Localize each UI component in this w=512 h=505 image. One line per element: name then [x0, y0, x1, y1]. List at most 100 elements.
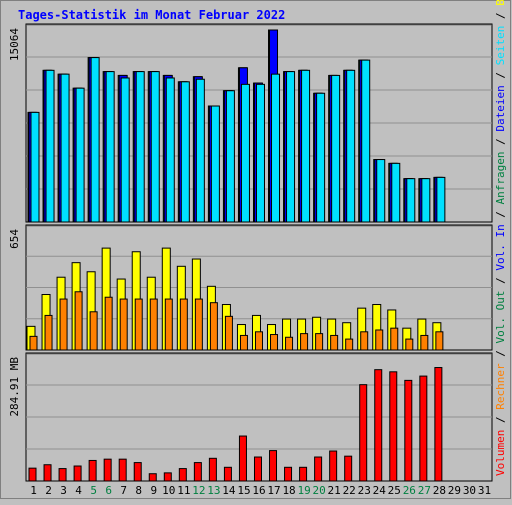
y-max-label-3: 284.91 MB — [8, 357, 21, 417]
x-tick-label: 5 — [90, 484, 97, 497]
bar-seiten — [436, 176, 446, 223]
x-tick-label: 7 — [120, 484, 127, 497]
legend-item: / — [494, 410, 507, 430]
x-axis-labels: 1 2 3 4 5 6 7 8 9 10 11 12 13 14 15 16 17 18 19 20 21 22 23 24 2… — [30, 484, 491, 497]
bar-volumen — [103, 458, 112, 482]
legend-item: Besuche — [494, 0, 507, 6]
x-tick-label: 24 — [373, 484, 387, 497]
bar-rechner — [285, 336, 294, 351]
bar-rechner — [420, 334, 429, 351]
bar-seiten — [45, 69, 55, 223]
bar-rechner — [164, 298, 173, 351]
bar-rechner — [89, 311, 98, 351]
chart-title: Tages-Statistik im Monat Februar 2022 — [18, 8, 285, 22]
bar-volumen — [434, 367, 443, 482]
legend-item: Rechner — [494, 363, 507, 410]
legend-item: Volumen — [494, 430, 507, 476]
bar-seiten — [286, 71, 296, 223]
legend-item: / — [494, 204, 507, 224]
bar-volumen — [329, 450, 338, 482]
x-tick-label: 30 — [463, 484, 476, 497]
bar-volumen — [163, 472, 172, 482]
bar-seiten — [316, 92, 326, 223]
bar-rechner — [119, 298, 128, 351]
bar-rechner — [44, 314, 53, 351]
bar-seiten — [120, 77, 130, 223]
bar-volumen — [374, 369, 383, 482]
legend-item: / — [494, 344, 507, 364]
x-tick-label: 23 — [358, 484, 371, 497]
x-tick-label: 25 — [388, 484, 401, 497]
bar-volumen — [269, 450, 278, 482]
x-tick-label: 2 — [45, 484, 52, 497]
x-tick-label: 12 — [192, 484, 205, 497]
bar-seiten — [90, 57, 100, 223]
bar-seiten — [150, 71, 160, 223]
bar-volumen — [148, 473, 157, 482]
bar-volumen — [284, 466, 293, 482]
bar-seiten — [346, 69, 356, 223]
bar-rechner — [149, 298, 158, 351]
bar-rechner — [300, 333, 309, 351]
bar-volumen — [58, 468, 67, 482]
bar-seiten — [30, 111, 40, 223]
bar-rechner — [270, 334, 279, 351]
bar-rechner — [239, 334, 248, 351]
x-tick-label: 6 — [105, 484, 112, 497]
x-tick-label: 27 — [418, 484, 431, 497]
bar-rechner — [254, 331, 263, 351]
x-tick-label: 26 — [403, 484, 416, 497]
legend-item: / — [494, 65, 507, 85]
x-tick-label: 20 — [313, 484, 326, 497]
bar-volumen — [223, 466, 232, 482]
bar-seiten — [376, 159, 386, 223]
bar-seiten — [60, 73, 70, 223]
panel-3-bars — [28, 367, 443, 482]
bar-rechner — [330, 334, 339, 351]
bar-seiten — [391, 162, 401, 223]
x-tick-label: 29 — [448, 484, 461, 497]
bar-rechner — [104, 296, 113, 351]
panels — [25, 23, 493, 482]
bar-seiten — [75, 87, 85, 223]
bar-volumen — [389, 371, 398, 482]
y-axis-labels: 15064 654 284.91 MB — [8, 28, 21, 417]
bar-seiten — [210, 105, 220, 223]
bar-volumen — [314, 456, 323, 482]
x-tick-label: 3 — [60, 484, 67, 497]
bar-volumen — [178, 468, 187, 482]
bar-rechner — [405, 338, 414, 351]
x-tick-label: 9 — [150, 484, 157, 497]
legend-item: Anfragen — [494, 151, 507, 204]
bar-volumen — [359, 384, 368, 482]
bar-volumen — [238, 435, 247, 482]
y-max-label-2: 654 — [8, 229, 21, 249]
x-tick-label: 16 — [252, 484, 265, 497]
bar-volumen — [253, 456, 262, 482]
bar-seiten — [361, 59, 371, 223]
bar-seiten — [225, 90, 235, 223]
x-tick-label: 10 — [162, 484, 175, 497]
x-tick-label: 18 — [282, 484, 295, 497]
y-max-label-1: 15064 — [8, 28, 21, 61]
panel-1-bars — [27, 29, 446, 223]
bar-rechner — [390, 327, 399, 351]
x-tick-label: 21 — [328, 484, 341, 497]
bar-volumen — [344, 455, 353, 482]
bar-seiten — [135, 71, 145, 223]
bar-seiten — [180, 81, 190, 223]
bar-volumen — [208, 457, 217, 482]
x-tick-label: 31 — [478, 484, 491, 497]
bar-seiten — [421, 178, 431, 223]
bar-seiten — [240, 83, 250, 223]
bar-volumen — [118, 458, 127, 482]
legend-item: / — [494, 132, 507, 152]
bar-rechner — [360, 331, 369, 351]
bar-volumen — [193, 462, 202, 482]
x-tick-label: 19 — [297, 484, 310, 497]
bar-volumen — [28, 467, 37, 482]
bar-rechner — [179, 298, 188, 351]
bar-volumen — [43, 464, 52, 482]
bar-volumen — [73, 465, 82, 482]
